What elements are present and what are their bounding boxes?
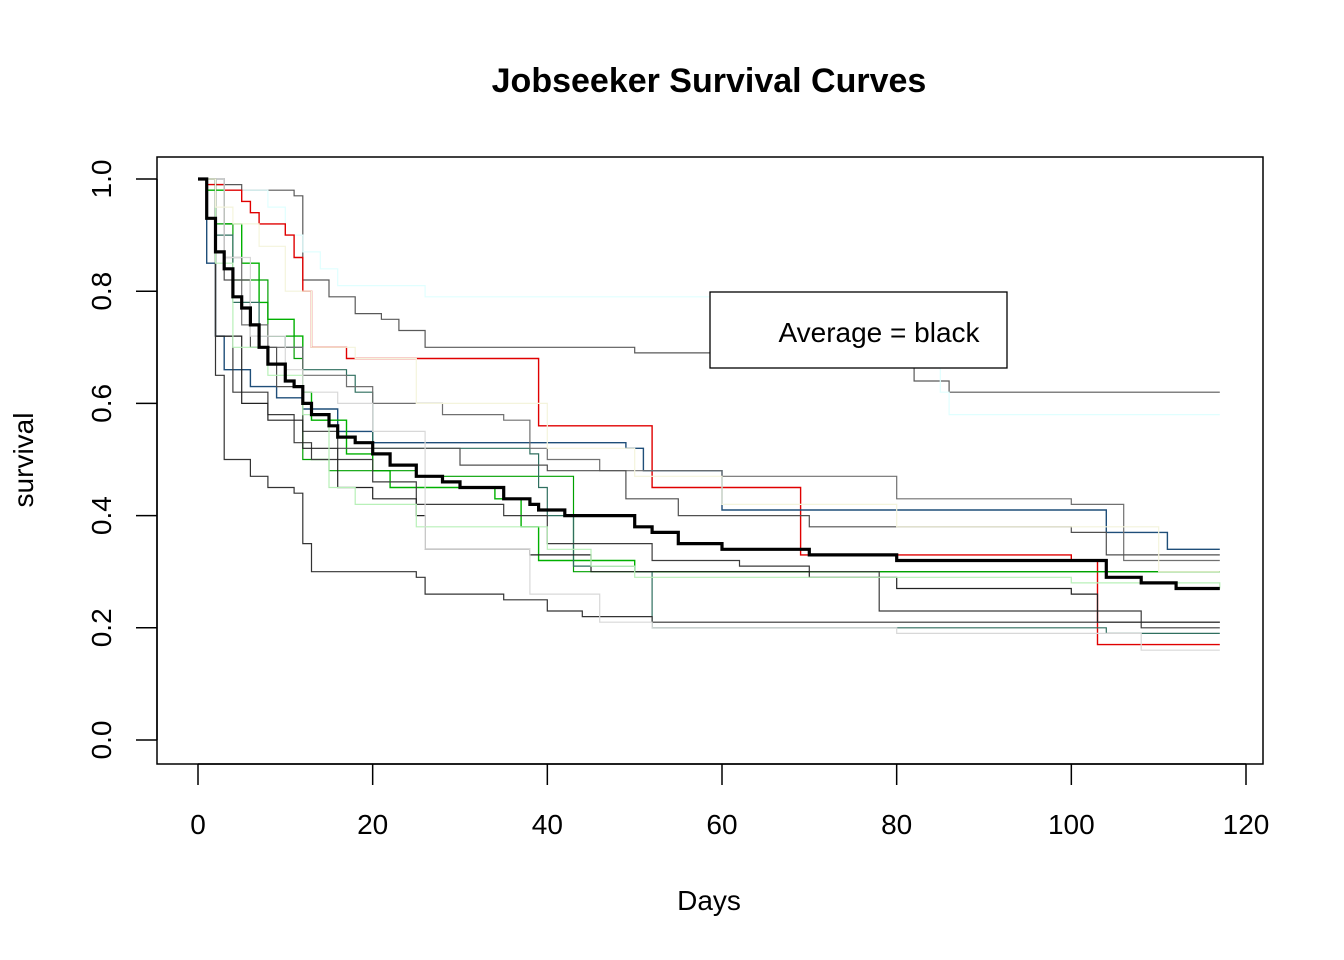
y-tick-label: 0.8: [86, 272, 117, 311]
plot-frame: [156, 156, 1264, 765]
x-tick-label: 40: [532, 809, 563, 840]
y-tick-label: 1.0: [86, 160, 117, 199]
series-line-4: [198, 178, 1220, 550]
y-tick-label: 0.2: [86, 608, 117, 647]
legend: Average = black: [709, 291, 1008, 369]
x-axis: 0 20 40 60 80 100 120: [190, 763, 1270, 840]
x-tick-label: 60: [706, 809, 737, 840]
x-tick-label: 80: [881, 809, 912, 840]
series-line-11: [198, 178, 1220, 623]
series-line-16: [198, 177, 1220, 591]
series-line-15: [198, 178, 1220, 573]
series-layer: [198, 177, 1221, 651]
series-line-3: [198, 178, 1220, 646]
y-tick-label: 0.4: [86, 496, 117, 535]
series-line-14: [198, 178, 1220, 651]
series-line-8: [198, 178, 1220, 562]
series-line-7: [198, 178, 1220, 634]
y-tick-label: 0.0: [86, 721, 117, 760]
x-tick-label: 100: [1048, 809, 1095, 840]
y-tick-label: 0.6: [86, 384, 117, 423]
legend-box: [709, 291, 1008, 369]
legend-text: Average = black: [778, 317, 980, 348]
y-axis: 0.0 0.2 0.4 0.6 0.8 1.0: [86, 160, 158, 760]
x-tick-label: 20: [357, 809, 388, 840]
series-line-12: [198, 178, 1220, 623]
x-axis-label: Days: [677, 885, 741, 916]
x-tick-label: 0: [190, 809, 206, 840]
series-line-10: [198, 178, 1220, 629]
y-axis-label: survival: [8, 413, 39, 508]
x-tick-label: 120: [1223, 809, 1270, 840]
series-line-13: [198, 178, 1221, 589]
chart-title: Jobseeker Survival Curves: [492, 62, 927, 100]
